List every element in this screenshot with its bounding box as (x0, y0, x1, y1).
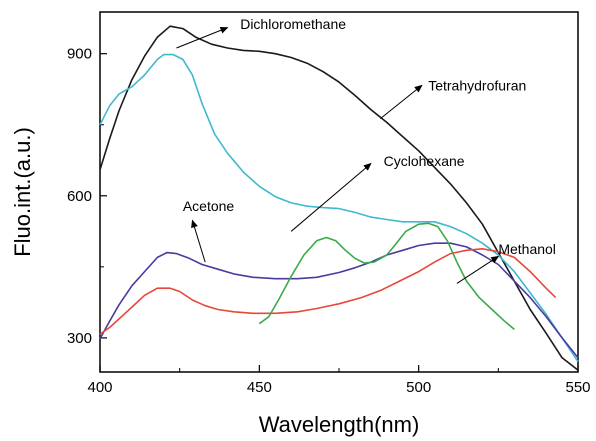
y-tick-label: 600 (67, 188, 92, 205)
annotation-label-methanol: Methanol (498, 241, 556, 257)
x-axis-title: Wavelength(nm) (259, 412, 420, 437)
annotation-arrow-acetone (191, 219, 206, 263)
annotation-label-dichloromethane: Dichloromethane (240, 16, 346, 32)
series-line-methanol (99, 248, 557, 335)
series-line-acetone (99, 242, 579, 359)
series-line-tetrahydrofuran (99, 53, 579, 363)
annotation-arrow-cyclohexane (290, 162, 372, 232)
x-tick-label: 400 (87, 379, 112, 396)
x-tick-label: 550 (565, 379, 590, 396)
annotation-label-acetone: Acetone (183, 198, 235, 214)
series-line-cyclohexane (258, 222, 515, 331)
annotation-label-tetrahydrofuran: Tetrahydrofuran (428, 77, 526, 93)
series-line-dichloromethane (99, 25, 579, 371)
annotation-arrow-dichloromethane (176, 26, 229, 49)
x-tick-label: 500 (406, 379, 431, 396)
annotation-label-cyclohexane: Cyclohexane (384, 153, 465, 169)
y-axis-title: Fluo.int.(a.u.) (10, 127, 35, 257)
plot-frame (99, 11, 579, 373)
annotation-arrow-methanol (456, 255, 500, 284)
x-tick-label: 450 (247, 379, 272, 396)
y-tick-label: 900 (67, 46, 92, 63)
y-tick-label: 300 (67, 330, 92, 347)
annotation-arrow-tetrahydrofuran (380, 84, 423, 119)
